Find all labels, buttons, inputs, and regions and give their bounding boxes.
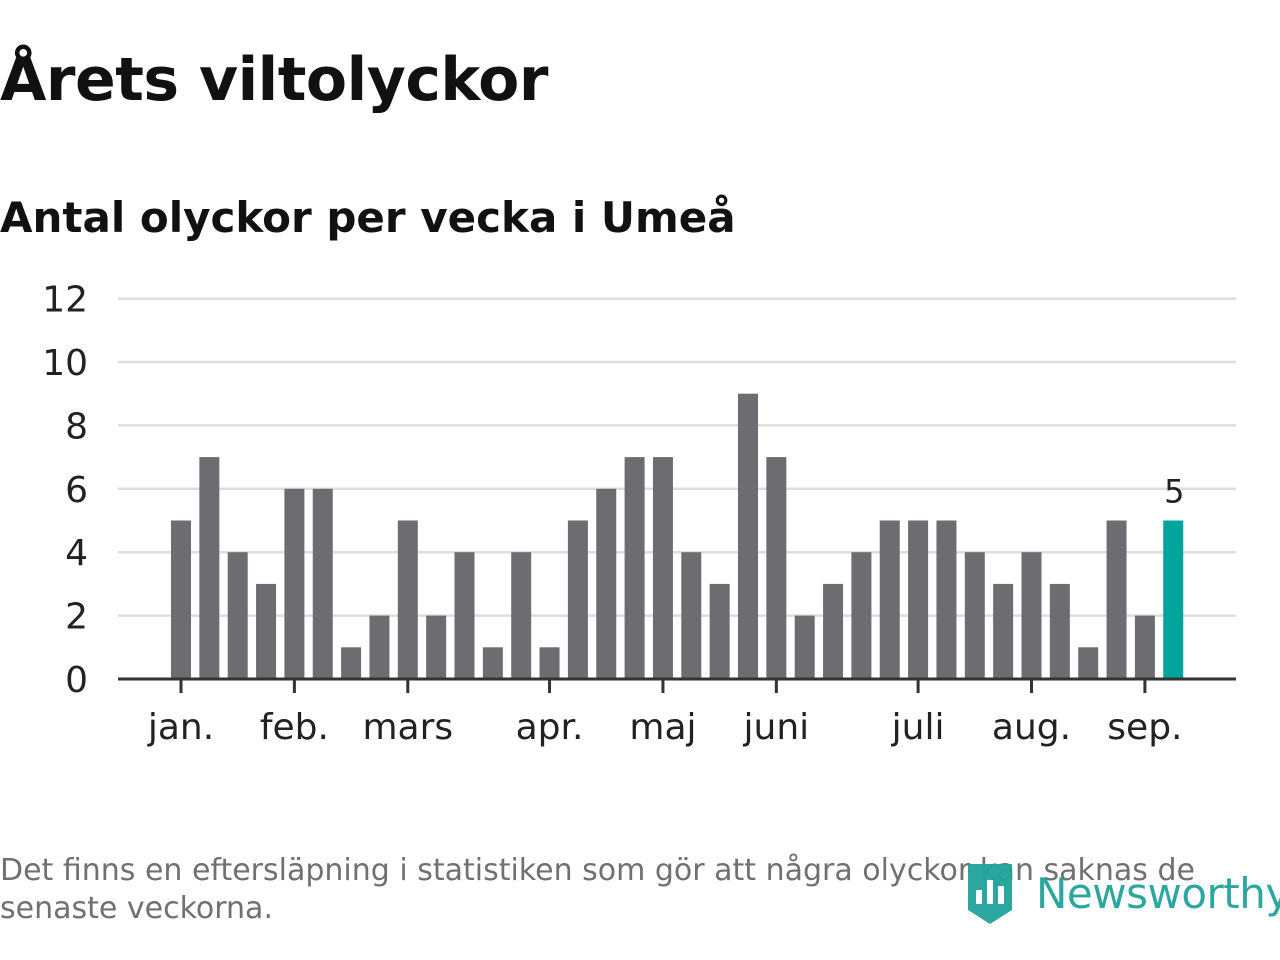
bar bbox=[766, 457, 787, 679]
bar bbox=[454, 552, 475, 679]
bar-chart: 0 2 4 6 8 10 12 jan. feb. mars apr. maj juni juli aug… bbox=[42, 280, 1236, 748]
bar bbox=[823, 583, 844, 679]
x-tick-label: juni bbox=[743, 707, 810, 748]
x-tick-label: feb. bbox=[260, 707, 329, 748]
y-tick-label: 6 bbox=[65, 470, 88, 511]
bar bbox=[794, 615, 815, 679]
bar bbox=[993, 583, 1014, 679]
bar bbox=[312, 488, 333, 679]
highlight-bar bbox=[1163, 520, 1184, 679]
value-label: 5 bbox=[1164, 473, 1184, 511]
newsworthy-logo: Newsworthy bbox=[964, 860, 1280, 926]
y-tick-label: 12 bbox=[42, 280, 88, 321]
bar bbox=[426, 615, 447, 679]
bar bbox=[567, 520, 588, 679]
x-tick-label: jan. bbox=[147, 707, 214, 748]
bar bbox=[284, 488, 305, 679]
logo-text: Newsworthy bbox=[1036, 868, 1280, 918]
bar bbox=[964, 552, 985, 679]
newsworthy-logo-icon bbox=[968, 864, 1012, 924]
bar bbox=[738, 393, 758, 679]
bar bbox=[851, 552, 872, 679]
bar bbox=[1106, 520, 1127, 679]
bar bbox=[908, 520, 929, 679]
y-axis-ticks: 0 2 4 6 8 10 12 bbox=[42, 280, 88, 701]
bar bbox=[709, 583, 730, 679]
bar bbox=[511, 552, 532, 679]
bar bbox=[482, 647, 503, 679]
bar bbox=[256, 583, 277, 679]
x-axis-ticks: jan. feb. mars apr. maj juni juli aug. sep. bbox=[147, 679, 1183, 748]
x-tick-label: juli bbox=[891, 707, 945, 748]
chart-title: Årets viltolyckor bbox=[0, 45, 549, 115]
bar bbox=[171, 520, 191, 679]
bar bbox=[652, 457, 673, 679]
x-tick-label: mars bbox=[362, 707, 453, 748]
bar bbox=[936, 520, 957, 679]
bar bbox=[227, 552, 248, 679]
bars bbox=[171, 393, 1184, 679]
bar bbox=[624, 457, 645, 679]
bar bbox=[369, 615, 390, 679]
bar bbox=[397, 520, 418, 679]
y-tick-label: 4 bbox=[65, 533, 88, 574]
bar bbox=[539, 647, 560, 679]
y-tick-label: 0 bbox=[65, 660, 88, 701]
bar bbox=[199, 457, 220, 679]
y-tick-label: 2 bbox=[65, 597, 88, 638]
x-tick-label: aug. bbox=[992, 707, 1071, 748]
x-tick-label: apr. bbox=[516, 707, 584, 748]
bar bbox=[879, 520, 900, 679]
bar bbox=[596, 488, 617, 679]
bar bbox=[1021, 552, 1042, 679]
chart-subtitle: Antal olyckor per vecka i Umeå bbox=[0, 193, 736, 242]
x-tick-label: sep. bbox=[1107, 707, 1182, 748]
bar bbox=[341, 647, 362, 679]
x-tick-label: maj bbox=[629, 707, 696, 748]
bar bbox=[1049, 583, 1070, 679]
y-tick-label: 8 bbox=[65, 406, 88, 447]
y-tick-label: 10 bbox=[42, 343, 88, 384]
bar bbox=[1134, 615, 1155, 679]
bar bbox=[681, 552, 702, 679]
bar bbox=[1078, 647, 1099, 679]
annotations: 5 bbox=[1164, 473, 1184, 511]
